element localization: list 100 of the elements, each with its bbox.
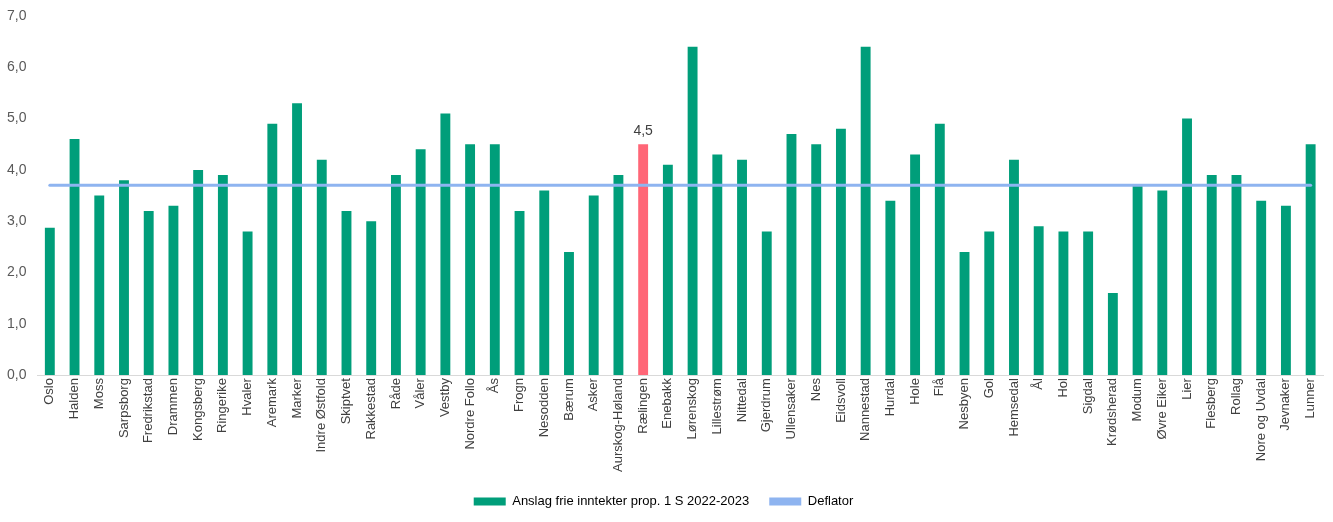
x-tick-label: Nittedal (733, 377, 749, 423)
bar (786, 133, 797, 376)
x-tick-label: Lillestrøm (708, 378, 724, 435)
bar (811, 144, 822, 376)
x-tick-label: Bærum (560, 378, 576, 421)
bar (984, 231, 995, 376)
bar (687, 46, 698, 376)
x-tick-label: Nes (807, 377, 823, 402)
x-tick-label: Jevnaker (1277, 377, 1293, 431)
x-tick-label: Hurdal (881, 377, 897, 417)
x-tick-label: Indre Østfold (313, 378, 329, 453)
x-tick-label: Hole (906, 378, 922, 405)
bar (242, 231, 253, 376)
bar (1305, 144, 1316, 376)
bar (835, 128, 846, 376)
x-tick-label: Flå (931, 377, 947, 397)
bar (860, 46, 871, 376)
y-tick-label: 7,0 (6, 6, 27, 23)
x-tick-label: Moss (90, 377, 106, 410)
x-tick-label: Ringerike (214, 378, 230, 433)
x-tick-label: Ål (1030, 377, 1046, 390)
bar (94, 195, 105, 376)
bar (440, 113, 451, 376)
legend-label: Deflator (807, 493, 854, 509)
x-tick-label: Rollag (1228, 378, 1244, 415)
x-tick-label: Råde (387, 378, 403, 410)
x-tick-label: Nordre Follo (461, 378, 477, 450)
bar (1132, 185, 1143, 376)
y-tick-label: 2,0 (6, 263, 27, 280)
y-tick-label: 3,0 (6, 212, 27, 229)
x-tick-label: Kongsberg (189, 378, 205, 441)
x-tick-label: Våler (412, 377, 428, 409)
bar (1280, 205, 1291, 376)
bar (588, 195, 599, 376)
y-tick-label: 1,0 (6, 314, 27, 331)
x-tick-label: Lier (1178, 377, 1194, 400)
bar (1157, 190, 1168, 376)
bar (341, 210, 352, 376)
bar (564, 251, 574, 376)
x-tick-label: Halden (66, 378, 82, 420)
x-tick-label: Hemsedal (1005, 377, 1021, 437)
bar (662, 164, 673, 376)
bar (1107, 293, 1118, 376)
bar (168, 205, 179, 376)
x-tick-label: Aremark (263, 377, 279, 428)
x-tick-label: Rakkestad (362, 378, 378, 440)
bar (193, 169, 204, 376)
data-label: 4,5 (633, 122, 654, 139)
bar (489, 144, 500, 376)
x-tick-label: Ullensaker (783, 377, 799, 440)
bar (1083, 231, 1094, 376)
bar (390, 175, 401, 376)
bar (69, 139, 80, 376)
bar (761, 231, 772, 376)
bar (415, 149, 426, 376)
x-tick-label: Ås (486, 377, 502, 394)
bar (1182, 118, 1192, 376)
x-tick-label: Vestby (436, 377, 452, 418)
bar (1256, 200, 1267, 376)
bar (638, 144, 649, 376)
x-tick-label: Hvaler (239, 377, 255, 416)
x-tick-label: Oslo (41, 378, 57, 405)
bar (712, 154, 723, 376)
bar (316, 159, 327, 376)
bar (366, 221, 377, 376)
x-tick-label: Asker (585, 377, 601, 412)
bar (1206, 175, 1217, 376)
x-tick-label: Skiptvet (338, 377, 354, 425)
x-tick-label: Frogn (511, 378, 527, 413)
y-tick-label: 0,0 (6, 365, 27, 382)
bar (267, 123, 278, 376)
x-tick-label: Nesodden (535, 378, 551, 438)
bar (613, 175, 624, 376)
x-tick-label: Øvre Eiker (1153, 377, 1169, 440)
bar (1009, 159, 1019, 376)
x-tick-label: Eidsvoll (832, 377, 848, 423)
bar (885, 200, 896, 376)
bar (910, 154, 921, 376)
x-tick-label: Sigdal (1079, 377, 1095, 415)
x-tick-label: Aurskog-Høland (610, 378, 625, 473)
bar (514, 210, 525, 376)
bar (539, 190, 550, 376)
bar (44, 227, 55, 376)
y-tick-label: 6,0 (6, 58, 27, 75)
x-tick-label: Lørenskog (684, 378, 700, 440)
bar (143, 210, 154, 376)
x-tick-label: Nannestad (857, 378, 873, 441)
x-tick-label: Enebakk (659, 377, 675, 429)
x-tick-label: Flesberg (1203, 378, 1219, 429)
x-tick-label: Hol (1055, 377, 1070, 398)
y-tick-label: 5,0 (6, 109, 27, 126)
x-tick-label: Nesbyen (956, 378, 972, 430)
x-tick-label: Lunner (1302, 377, 1318, 419)
x-tick-label: Modum (1129, 378, 1145, 422)
x-tick-label: Nore og Uvdal (1252, 377, 1268, 462)
bar (1033, 226, 1044, 376)
x-tick-label: Sarpsborg (115, 378, 131, 439)
x-tick-label: Rælingen (634, 378, 650, 434)
x-tick-label: Krødsherad (1104, 378, 1120, 446)
bar (959, 251, 970, 376)
